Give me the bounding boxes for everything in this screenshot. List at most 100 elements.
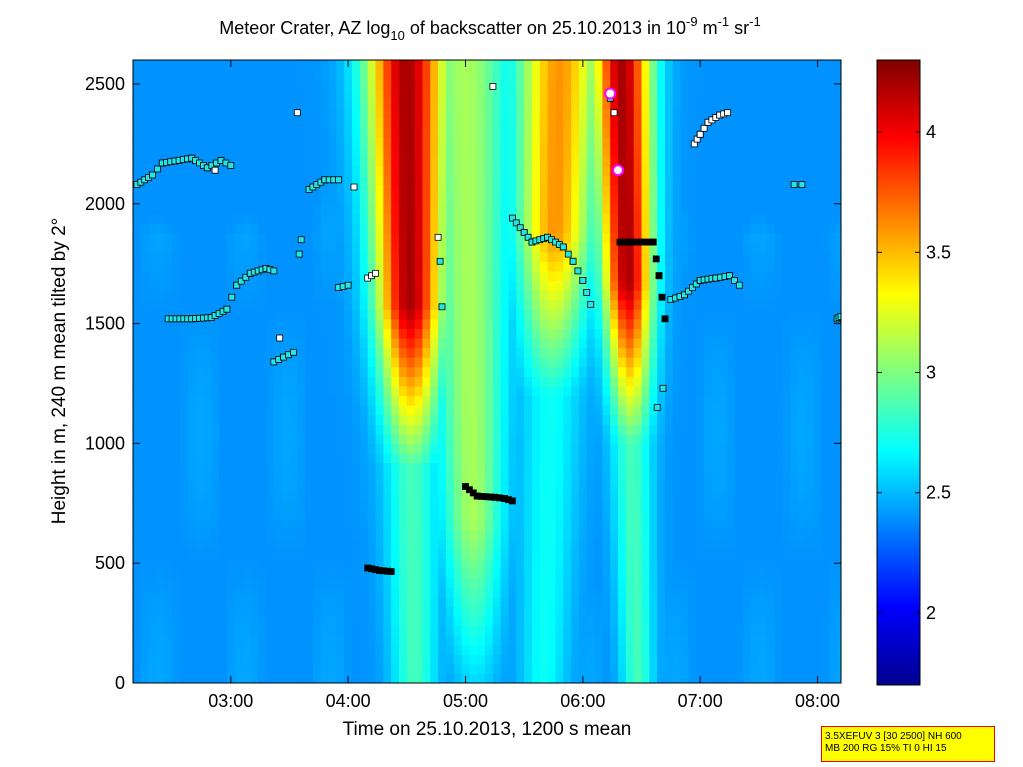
heatmap-cell	[571, 136, 580, 147]
heatmap-cell	[571, 673, 580, 683]
heatmap-cell	[219, 596, 228, 607]
heatmap-cell	[688, 673, 697, 683]
heatmap-cell	[258, 462, 267, 473]
heatmap-cell	[187, 175, 197, 186]
heatmap-cell	[531, 136, 541, 147]
heatmap-cell	[211, 491, 220, 502]
heatmap-cell	[219, 606, 228, 617]
heatmap-cell	[516, 587, 525, 598]
heatmap-cell	[485, 69, 494, 80]
heatmap-cell	[719, 280, 729, 291]
heatmap-cell	[610, 155, 619, 167]
heatmap-cell	[485, 577, 494, 588]
heatmap-cell	[398, 615, 408, 627]
heatmap-cell	[696, 654, 705, 665]
heatmap-cell	[289, 194, 298, 205]
heatmap-cell	[516, 510, 525, 521]
heatmap-cell	[148, 577, 158, 588]
heatmap-cell	[242, 452, 251, 464]
heatmap-cell	[414, 357, 424, 368]
heatmap-cell	[375, 117, 384, 128]
heatmap-cell	[156, 127, 165, 138]
heatmap-cell	[547, 69, 557, 80]
heatmap-cell	[195, 596, 205, 607]
heatmap-cell	[625, 98, 635, 109]
heatmap-cell	[485, 251, 494, 262]
heatmap-cell	[696, 98, 705, 109]
heatmap-cell	[586, 337, 596, 349]
heatmap-cell	[391, 500, 400, 512]
heatmap-cell	[359, 328, 369, 339]
heatmap-cell	[664, 500, 674, 512]
heatmap-cell	[226, 299, 236, 310]
heatmap-cell	[281, 309, 291, 320]
heatmap-cell	[172, 481, 181, 492]
heatmap-cell	[242, 558, 251, 569]
heatmap-cell	[375, 261, 384, 272]
heatmap-cell	[281, 443, 291, 454]
heatmap-cell	[305, 347, 314, 358]
heatmap-cell	[375, 644, 384, 655]
heatmap-cell	[664, 88, 674, 99]
heatmap-cell	[281, 635, 291, 646]
heatmap-cell	[469, 357, 478, 368]
heatmap-cell	[375, 155, 384, 167]
heatmap-cell	[148, 79, 158, 90]
heatmap-cell	[140, 644, 150, 655]
heatmap-cell	[422, 567, 431, 579]
heatmap-cell	[664, 405, 674, 416]
heatmap-cell	[234, 318, 244, 329]
heatmap-cell	[438, 673, 447, 683]
heatmap-cell	[711, 539, 721, 550]
heatmap-cell	[164, 88, 173, 99]
heatmap-cell	[312, 165, 322, 176]
heatmap-cell	[547, 577, 557, 588]
heatmap-cell	[594, 443, 603, 454]
heatmap-cell	[179, 194, 189, 205]
heatmap-cell	[531, 606, 541, 617]
heatmap-cell	[524, 548, 533, 559]
heatmap-cell	[485, 299, 494, 310]
heatmap-cell	[555, 194, 564, 205]
heatmap-cell	[516, 596, 525, 607]
heatmap-cell	[250, 251, 259, 262]
heatmap-cell	[422, 175, 431, 186]
heatmap-cell	[578, 529, 588, 540]
heatmap-cell	[625, 587, 635, 598]
heatmap-cell	[281, 520, 291, 531]
heatmap-cell	[250, 520, 259, 531]
heatmap-cell	[258, 357, 267, 368]
heatmap-cell	[469, 663, 478, 675]
heatmap-cell	[219, 510, 228, 521]
heatmap-cell	[625, 79, 635, 90]
heatmap-cell	[524, 309, 533, 320]
heatmap-cell	[312, 539, 322, 550]
heatmap-cell	[657, 414, 666, 425]
heatmap-cell	[359, 452, 369, 464]
heatmap-cell	[641, 98, 650, 109]
heatmap-cell	[602, 376, 611, 387]
heatmap-cell	[461, 587, 470, 598]
heatmap-cell	[258, 395, 267, 406]
heatmap-cell	[430, 567, 439, 579]
heatmap-cell	[258, 615, 267, 627]
heatmap-cell	[195, 558, 205, 569]
heatmap-cell	[539, 175, 549, 186]
heatmap-cell	[657, 165, 666, 176]
heatmap-cell	[578, 69, 588, 80]
heatmap-cell	[211, 136, 220, 147]
heatmap-cell	[305, 127, 314, 138]
heatmap-cell	[438, 510, 447, 521]
heatmap-cell	[625, 270, 635, 282]
heatmap-cell	[140, 337, 150, 349]
heatmap-cell	[664, 395, 674, 406]
heatmap-cell	[352, 558, 361, 569]
heatmap-cell	[312, 481, 322, 492]
heatmap-cell	[179, 270, 189, 282]
heatmap-cell	[719, 184, 729, 195]
heatmap-cell	[219, 213, 228, 224]
heatmap-cell	[234, 175, 244, 186]
heatmap-cell	[657, 654, 666, 665]
heatmap-cell	[704, 175, 713, 186]
heatmap-cell	[657, 405, 666, 416]
